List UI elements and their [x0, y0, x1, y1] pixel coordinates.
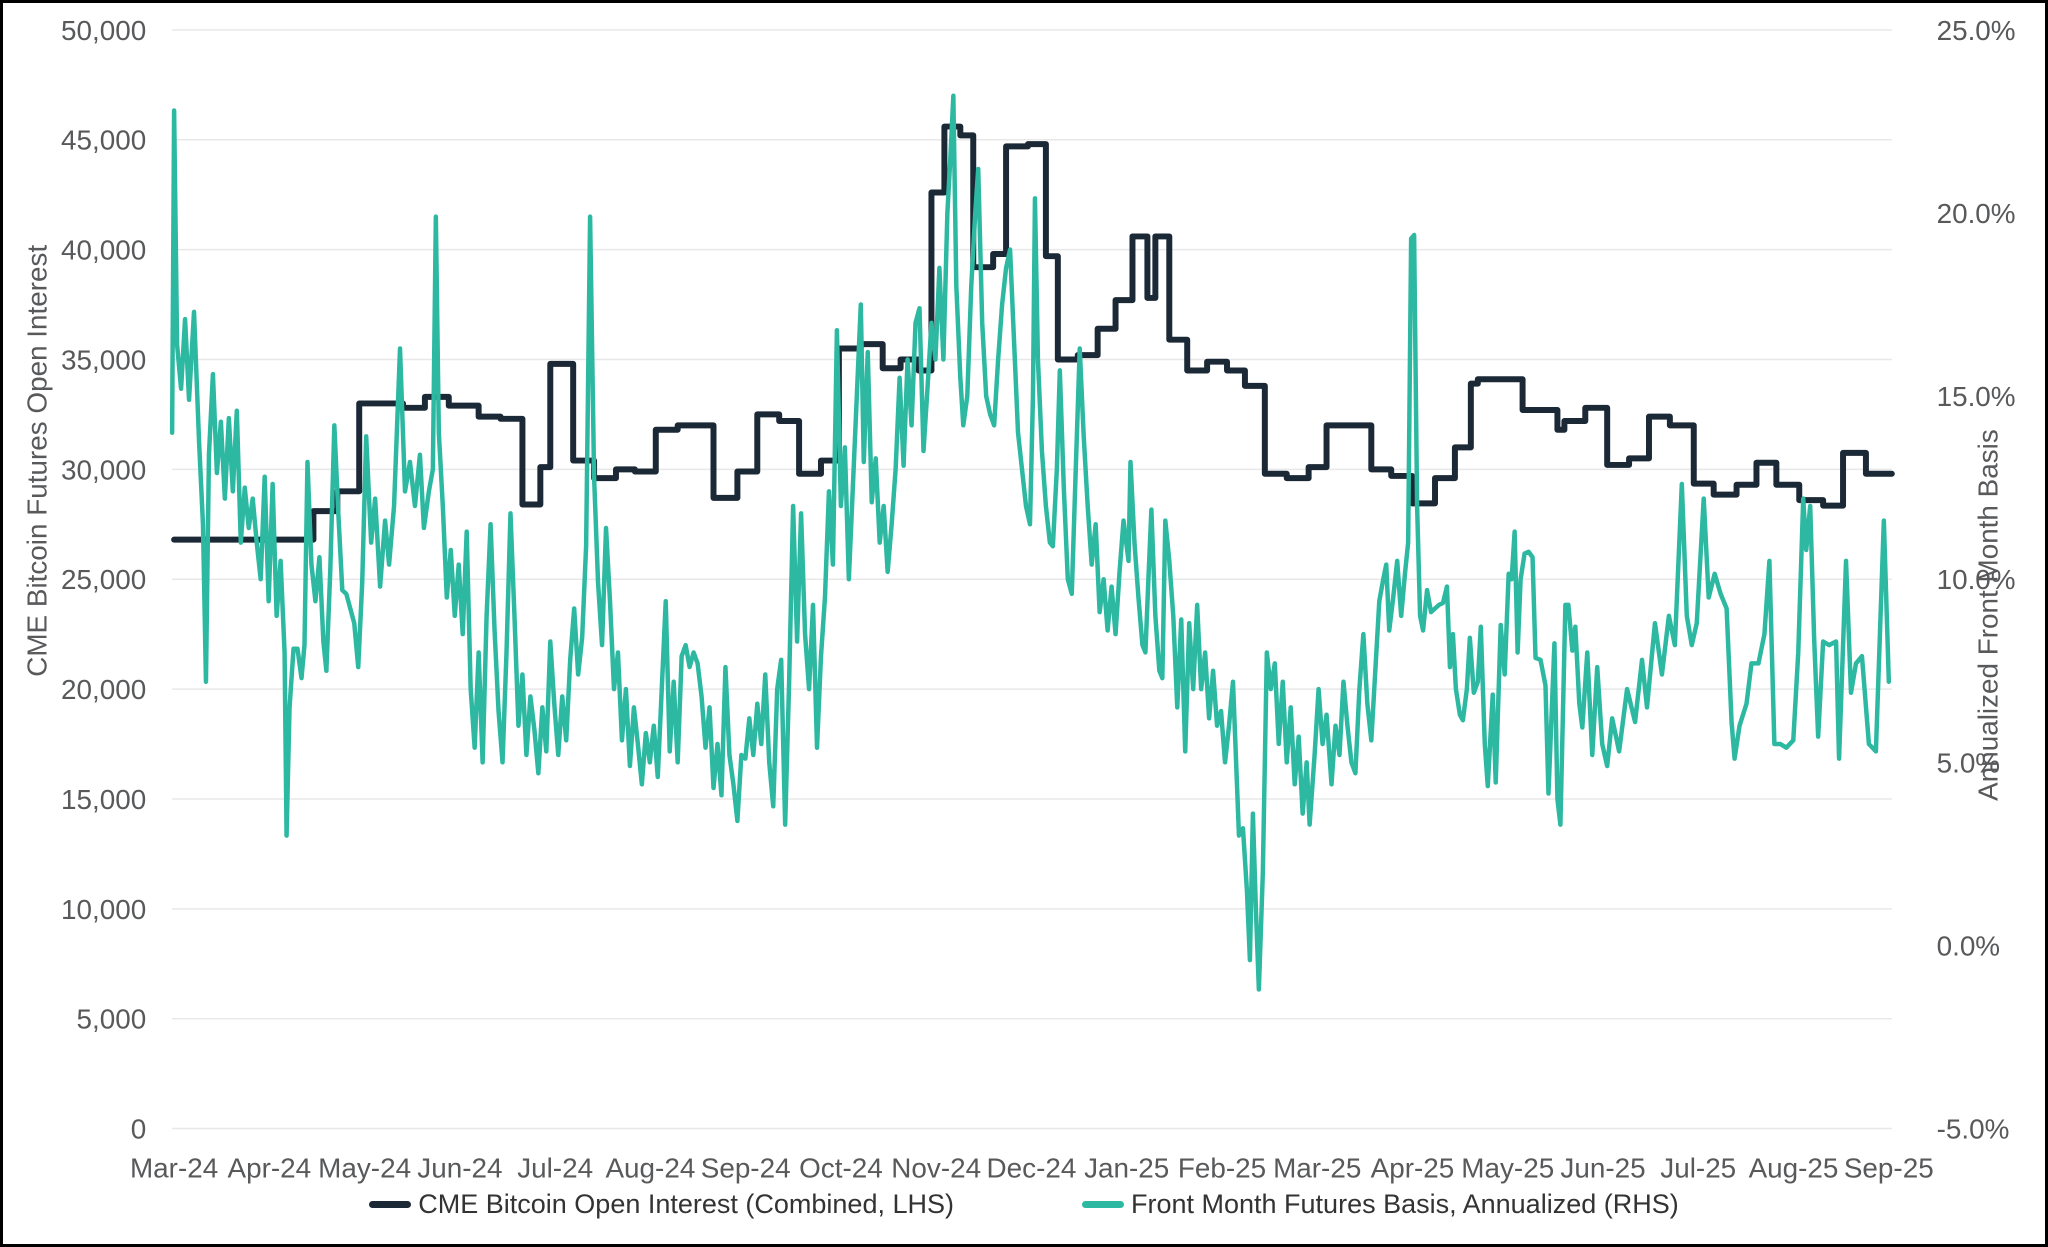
legend-item-open-interest: CME Bitcoin Open Interest (Combined, LHS…: [369, 1189, 954, 1220]
chart-canvas: 50,000 45,000 40,000 35,000 30,000 25,000 20,0…: [22, 15, 2016, 1184]
svg-text:40,000: 40,000: [61, 235, 146, 266]
futures-basis-line-swatch: [1081, 1201, 1124, 1208]
svg-text:Apr-25: Apr-25: [1371, 1152, 1455, 1183]
svg-text:Oct-24: Oct-24: [799, 1152, 883, 1183]
svg-text:35,000: 35,000: [61, 344, 146, 375]
left-axis-tick-labels: 50,000 45,000 40,000 35,000 30,000 25,000 20,0…: [61, 15, 146, 1145]
svg-text:30,000: 30,000: [61, 454, 146, 485]
svg-text:-5.0%: -5.0%: [1937, 1114, 2010, 1145]
svg-text:Sep-25: Sep-25: [1844, 1152, 1934, 1183]
gridlines: [172, 29, 1892, 1130]
legend-label-futures-basis: Front Month Futures Basis, Annualized (R…: [1130, 1189, 1679, 1219]
svg-text:Mar-25: Mar-25: [1273, 1152, 1361, 1183]
svg-text:Aug-24: Aug-24: [605, 1152, 695, 1183]
svg-text:Jul-25: Jul-25: [1660, 1152, 1736, 1183]
svg-text:Jun-24: Jun-24: [417, 1152, 502, 1183]
svg-text:0.0%: 0.0%: [1937, 930, 2001, 961]
svg-text:Jan-25: Jan-25: [1084, 1152, 1169, 1183]
svg-text:45,000: 45,000: [61, 125, 146, 156]
svg-text:Jun-25: Jun-25: [1560, 1152, 1645, 1183]
left-axis-title: CME Bitcoin Futures Open Interest: [22, 245, 53, 677]
svg-text:Apr-24: Apr-24: [228, 1152, 312, 1183]
svg-text:May-24: May-24: [318, 1152, 411, 1183]
svg-text:Jul-24: Jul-24: [517, 1152, 593, 1183]
right-axis-tick-labels: 25.0% 20.0% 15.0% 10.0% 5.0% 0.0% -5.0%: [1937, 15, 2016, 1145]
svg-text:5,000: 5,000: [77, 1004, 147, 1035]
svg-text:Mar-24: Mar-24: [130, 1152, 218, 1183]
right-axis-title: Annualized Front Month Basis: [1972, 429, 2003, 801]
svg-text:15.0%: 15.0%: [1937, 381, 2016, 412]
svg-text:15,000: 15,000: [61, 784, 146, 815]
svg-text:0: 0: [131, 1114, 147, 1145]
svg-text:Feb-25: Feb-25: [1178, 1152, 1266, 1183]
svg-text:25,000: 25,000: [61, 564, 146, 595]
svg-text:Dec-24: Dec-24: [987, 1152, 1077, 1183]
svg-text:25.0%: 25.0%: [1937, 15, 2016, 46]
svg-text:May-25: May-25: [1461, 1152, 1554, 1183]
open-interest-line-swatch: [369, 1201, 412, 1208]
svg-text:50,000: 50,000: [61, 15, 146, 46]
chart-legend: CME Bitcoin Open Interest (Combined, LHS…: [3, 1189, 2045, 1220]
svg-text:10,000: 10,000: [61, 894, 146, 925]
svg-text:20.0%: 20.0%: [1937, 198, 2016, 229]
svg-text:Sep-24: Sep-24: [701, 1152, 791, 1183]
x-axis-tick-labels: Mar-24 Apr-24 May-24 Jun-24 Jul-24 Aug-24 Sep-…: [130, 1152, 1934, 1183]
svg-text:Aug-25: Aug-25: [1749, 1152, 1839, 1183]
legend-item-futures-basis: Front Month Futures Basis, Annualized (R…: [1081, 1189, 1679, 1220]
svg-text:5.0%: 5.0%: [1937, 747, 2001, 778]
svg-text:Nov-24: Nov-24: [891, 1152, 981, 1183]
svg-text:20,000: 20,000: [61, 674, 146, 705]
legend-label-open-interest: CME Bitcoin Open Interest (Combined, LHS…: [418, 1189, 954, 1219]
series-lines: [169, 93, 1895, 992]
svg-text:10.0%: 10.0%: [1937, 564, 2016, 595]
